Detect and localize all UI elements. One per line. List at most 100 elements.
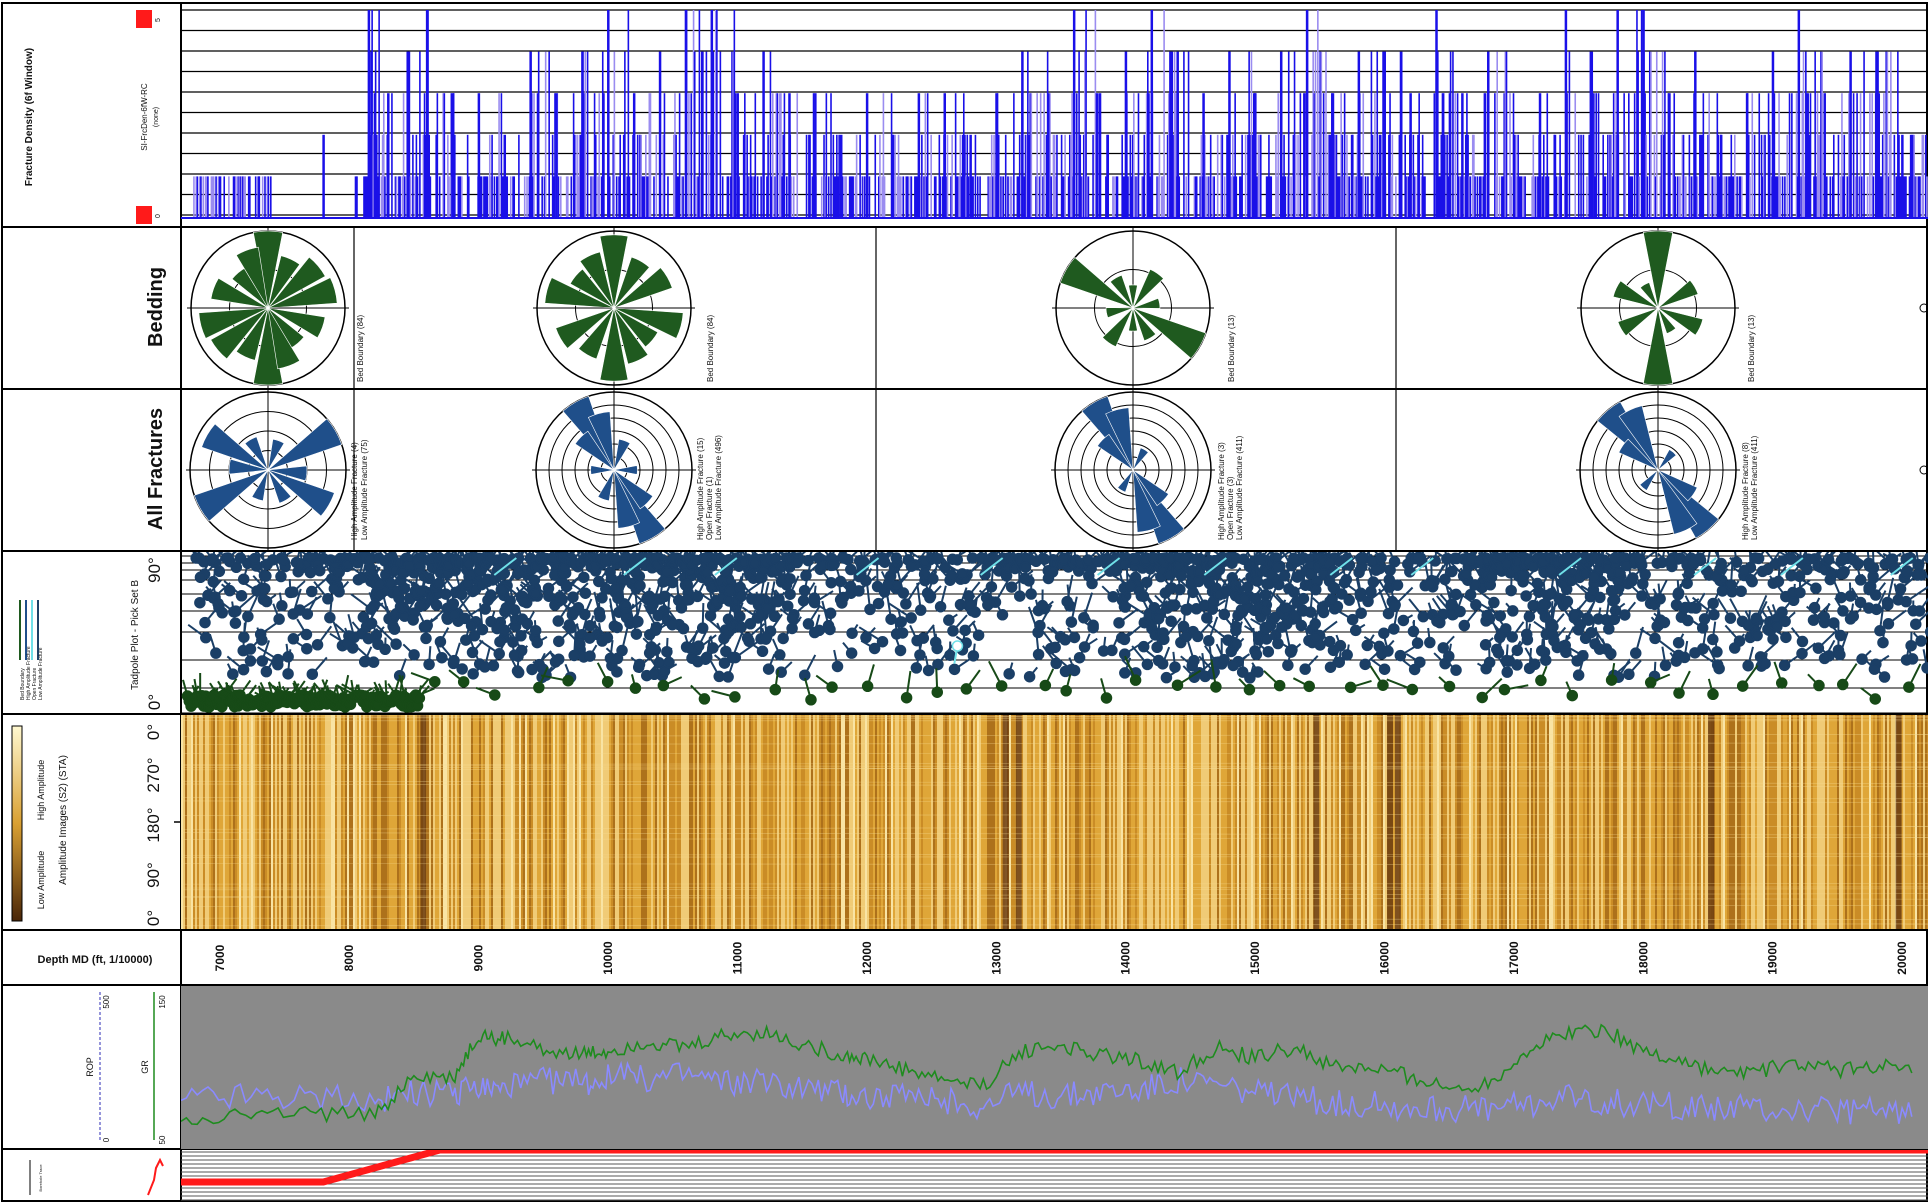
tadpole [311, 625, 333, 651]
density-bar [1357, 51, 1361, 218]
density-scale-marker-bottom [136, 206, 152, 224]
amplitude-high-label: High Amplitude [36, 760, 46, 821]
bedding-annotation-4: Bed Boundary (13) [1747, 315, 1756, 382]
rose-petal [578, 307, 615, 360]
rose-petal [1642, 307, 1674, 386]
tadpole [260, 594, 277, 608]
tadpole [578, 561, 590, 584]
tadpole [579, 598, 593, 621]
rose-petal [267, 418, 343, 471]
tadpole [402, 643, 420, 661]
fracture-annotation-4a: High Amplitude Fracture (8) [1741, 442, 1750, 540]
rose-petal [198, 307, 269, 339]
depth-tick-label: 10000 [601, 941, 615, 975]
amplitude-dark-band [1002, 715, 1009, 929]
tadpole [726, 631, 744, 664]
tadpole [775, 661, 793, 678]
rose-annotation-group-2: Bed Boundary (84) High Amplitude Fractur… [696, 315, 723, 540]
tadpole [1742, 646, 1754, 672]
tadpole [1438, 676, 1456, 693]
tadpole [967, 643, 980, 662]
density-bar [839, 134, 843, 218]
tadpole [1039, 668, 1055, 692]
rose-petal [1132, 297, 1161, 309]
tadpole [364, 552, 376, 565]
density-bar [736, 93, 739, 218]
tadpole [799, 654, 817, 681]
tadpole [1009, 554, 1031, 585]
rose-petal [1612, 280, 1659, 309]
density-bar [257, 176, 261, 218]
tadpole [784, 575, 800, 600]
density-scale-max: 5 [155, 18, 162, 22]
tadpole [222, 552, 237, 564]
tadpole [508, 634, 521, 661]
tadpole [861, 664, 875, 693]
rose-petal [1642, 230, 1674, 309]
bedding-rose-1 [187, 227, 349, 389]
rose-petal [613, 307, 684, 339]
rose-petal [1596, 401, 1659, 471]
borehole-trace-line [181, 1150, 1928, 1186]
amplitude-tick-4: 0° [144, 910, 163, 926]
tadpole [1115, 588, 1132, 613]
tadpole [1251, 662, 1264, 678]
amplitude-dark-band [1394, 715, 1401, 929]
rose-petal [1132, 268, 1164, 309]
density-bar [891, 134, 895, 218]
density-bar [684, 10, 688, 218]
amplitude-dark-band [1313, 715, 1320, 929]
tadpole [549, 651, 562, 668]
tadpole [964, 587, 987, 611]
rose-petal [599, 307, 629, 382]
tadpole [900, 670, 913, 704]
fracture-annotation-3a: High Amplitude Fracture (3) [1217, 442, 1226, 540]
rose-petal [613, 438, 631, 471]
tadpole [282, 643, 294, 663]
tadpole [208, 633, 222, 659]
rose-petal [1657, 469, 1720, 539]
amplitude-tick-1: 270° [144, 757, 163, 792]
tadpole [324, 557, 345, 578]
density-bar [1461, 93, 1464, 218]
rose-petal [1105, 407, 1134, 471]
rose-petal [1657, 279, 1699, 309]
density-bar [1279, 51, 1283, 218]
density-curve-name: SI-FrcDen-6fW-RC [140, 83, 149, 151]
density-bar [1409, 93, 1412, 218]
tadpole [1118, 623, 1144, 646]
tadpole [1408, 598, 1429, 623]
tadpole [593, 591, 606, 619]
tadpole [960, 669, 981, 695]
density-bar [555, 93, 558, 218]
rose-petal [1102, 307, 1134, 348]
tadpole [762, 653, 776, 675]
tadpole [494, 575, 508, 596]
density-bar [1150, 10, 1154, 218]
rose-petal [235, 246, 269, 309]
rose-petal [613, 469, 654, 510]
amplitude-dark-band [1015, 715, 1022, 929]
tadpole [1169, 651, 1181, 673]
tadpole [808, 585, 821, 604]
tadpole [529, 620, 542, 637]
tadpole [1060, 674, 1072, 697]
tadpole-scale-bottom: 0° [145, 694, 164, 710]
density-bar [865, 93, 869, 218]
tadpole [663, 647, 675, 669]
rose-petal [235, 307, 269, 361]
tadpole [1860, 687, 1881, 705]
rose-annotation-group-3: Bed Boundary (13) High Amplitude Fractur… [1217, 315, 1244, 540]
rose-petal [613, 256, 650, 309]
rose-annotation-group-4: Bed Boundary (13) High Amplitude Fractur… [1741, 315, 1759, 540]
density-scale-min: 0 [155, 214, 162, 218]
density-bar [1745, 93, 1749, 218]
tadpole [631, 591, 658, 615]
rose-petal [1059, 257, 1134, 309]
tadpole [229, 601, 242, 629]
tadpole [895, 567, 910, 599]
tadpole [563, 577, 592, 599]
tadpole [831, 649, 844, 673]
rose-annotation-group-1: Bed Boundary (84) High Amplitude Fractur… [350, 315, 369, 540]
tadpole [934, 585, 947, 613]
